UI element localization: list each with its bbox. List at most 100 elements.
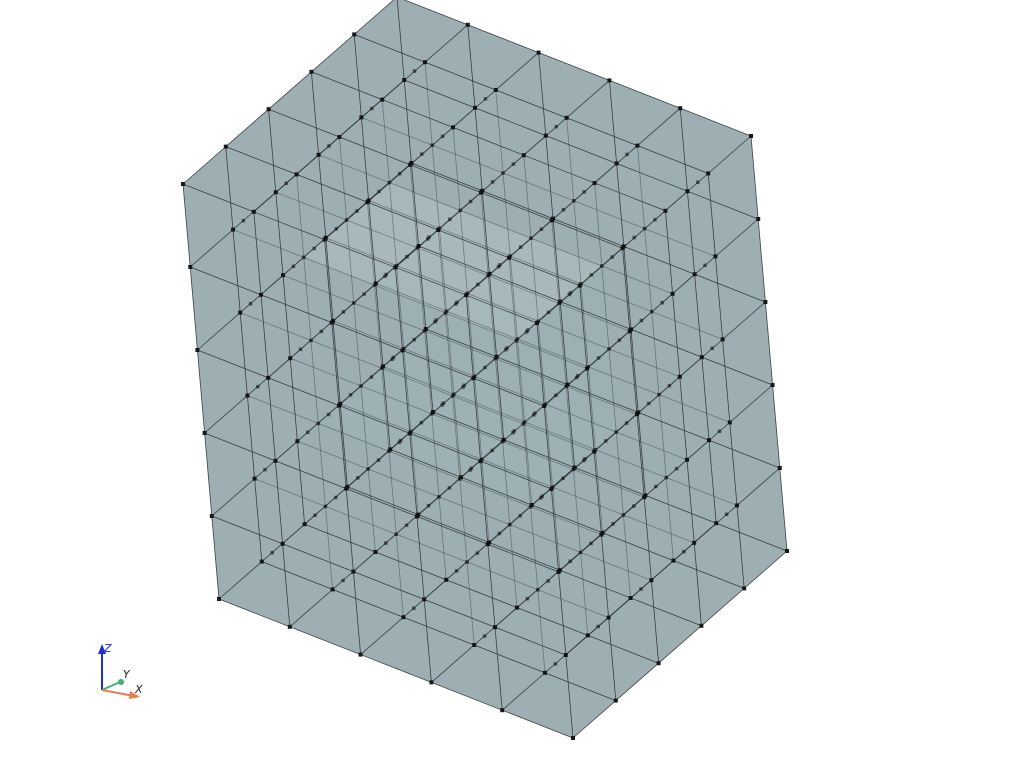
- grid-line-x: [282, 274, 638, 415]
- grid-line-vertical: [437, 229, 475, 646]
- grid-line-x: [247, 395, 602, 535]
- mesh-node: [472, 643, 477, 647]
- cell-center-point: [667, 383, 672, 388]
- y-axis-arrow-icon: [118, 679, 124, 685]
- mesh-node: [407, 431, 412, 436]
- mesh-interior-node: [501, 171, 505, 175]
- mesh-interior-node: [302, 255, 306, 260]
- mesh-interior-node: [600, 264, 604, 268]
- mesh-node: [338, 401, 343, 406]
- mesh-interior-node: [607, 347, 611, 351]
- cell-center-point: [419, 420, 424, 425]
- mesh-interior-node: [521, 422, 526, 426]
- cell-center-point: [653, 217, 657, 222]
- cell-center-point: [576, 373, 580, 378]
- grid-line-vertical: [538, 52, 575, 468]
- mesh-node: [763, 300, 768, 304]
- cell-center-point: [334, 227, 338, 231]
- cell-center-point: [334, 495, 338, 500]
- cell-center-point: [454, 569, 459, 573]
- inner-top-face: [303, 182, 602, 341]
- grid-line-x: [375, 283, 730, 423]
- mesh-node: [628, 596, 633, 600]
- mesh-interior-node: [593, 448, 598, 452]
- cell-center-point: [525, 596, 530, 601]
- grid-line-vertical: [508, 257, 546, 673]
- cell-center-point: [384, 272, 388, 277]
- cell-center-point: [356, 476, 360, 480]
- grid-line-x: [403, 0, 752, 137]
- grid-line-x: [361, 117, 716, 257]
- mesh-node: [663, 208, 668, 213]
- mesh-interior-node: [394, 532, 398, 536]
- mesh-interior-node: [621, 513, 626, 517]
- mesh-node: [621, 244, 626, 249]
- mesh-interior-node: [409, 429, 413, 434]
- mesh-node: [366, 198, 371, 203]
- mesh-node: [402, 78, 407, 82]
- cell-center-point: [611, 522, 615, 526]
- mesh-points: [181, 22, 789, 740]
- cell-center-point: [355, 209, 359, 213]
- cell-center-point: [398, 171, 402, 176]
- mesh-node: [536, 50, 541, 55]
- cell-center-point: [270, 550, 274, 555]
- mesh-interior-node: [572, 199, 576, 203]
- mesh-node: [699, 355, 704, 360]
- cell-center-point: [397, 440, 402, 445]
- cell-center-point: [703, 263, 707, 268]
- mesh-interior-node: [508, 254, 512, 258]
- mesh-node: [209, 514, 214, 518]
- mesh-node: [565, 382, 570, 387]
- mesh-node: [551, 216, 555, 221]
- mesh-interior-node: [452, 392, 456, 396]
- mesh-node: [714, 521, 719, 526]
- mesh-node: [643, 493, 648, 498]
- cell-center-point: [632, 504, 636, 508]
- mesh-node: [245, 393, 250, 398]
- grid-line-vertical: [523, 155, 561, 571]
- grid-line-x: [411, 162, 766, 303]
- mesh-node: [266, 375, 271, 380]
- cell-center-point: [440, 403, 444, 407]
- mesh-node: [515, 605, 519, 610]
- mesh-node: [677, 374, 682, 379]
- cell-center-point: [390, 357, 394, 362]
- grid-line-x: [425, 328, 780, 469]
- cell-center-point: [554, 393, 558, 398]
- grid-line-vertical: [409, 164, 447, 580]
- x-axis-line: [101, 689, 135, 697]
- mesh-interior-node: [536, 588, 540, 592]
- cell-center-point: [370, 106, 374, 111]
- grid-line-vertical: [750, 135, 788, 552]
- grid-line-vertical: [480, 192, 518, 608]
- mesh-node: [529, 503, 534, 507]
- mesh-node: [649, 578, 654, 583]
- mesh-node: [436, 228, 441, 232]
- mesh-node: [351, 569, 356, 574]
- mesh-node: [323, 235, 328, 240]
- cell-center-point: [412, 606, 416, 611]
- mesh-node: [692, 540, 697, 545]
- mesh-node: [295, 439, 300, 444]
- mesh-node: [359, 115, 364, 120]
- cell-center-point: [434, 318, 438, 322]
- cell-center-point: [405, 254, 409, 259]
- grid-line-x: [240, 312, 595, 452]
- mesh-interior-node: [480, 457, 484, 462]
- grid-line-vertical: [268, 109, 305, 525]
- mesh-right-face: [537, 136, 787, 738]
- mesh-node: [252, 476, 257, 481]
- mesh-interior-node: [586, 365, 590, 369]
- mesh-node: [614, 161, 619, 166]
- mesh-node: [259, 559, 264, 564]
- grid-line-vertical: [182, 183, 220, 600]
- grid-line-x: [261, 561, 616, 701]
- mesh-node: [444, 577, 449, 582]
- mesh-interior-node: [515, 337, 520, 341]
- cell-center-point: [412, 337, 416, 342]
- grid-line-x: [368, 200, 723, 340]
- mesh-interior-node: [543, 402, 548, 406]
